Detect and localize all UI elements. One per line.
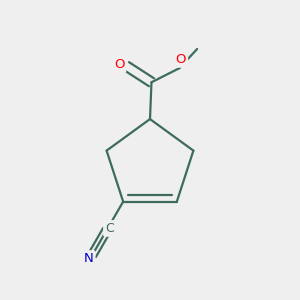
- Text: C: C: [105, 222, 114, 235]
- Text: O: O: [176, 53, 186, 66]
- Text: N: N: [84, 252, 94, 265]
- Text: O: O: [114, 58, 124, 71]
